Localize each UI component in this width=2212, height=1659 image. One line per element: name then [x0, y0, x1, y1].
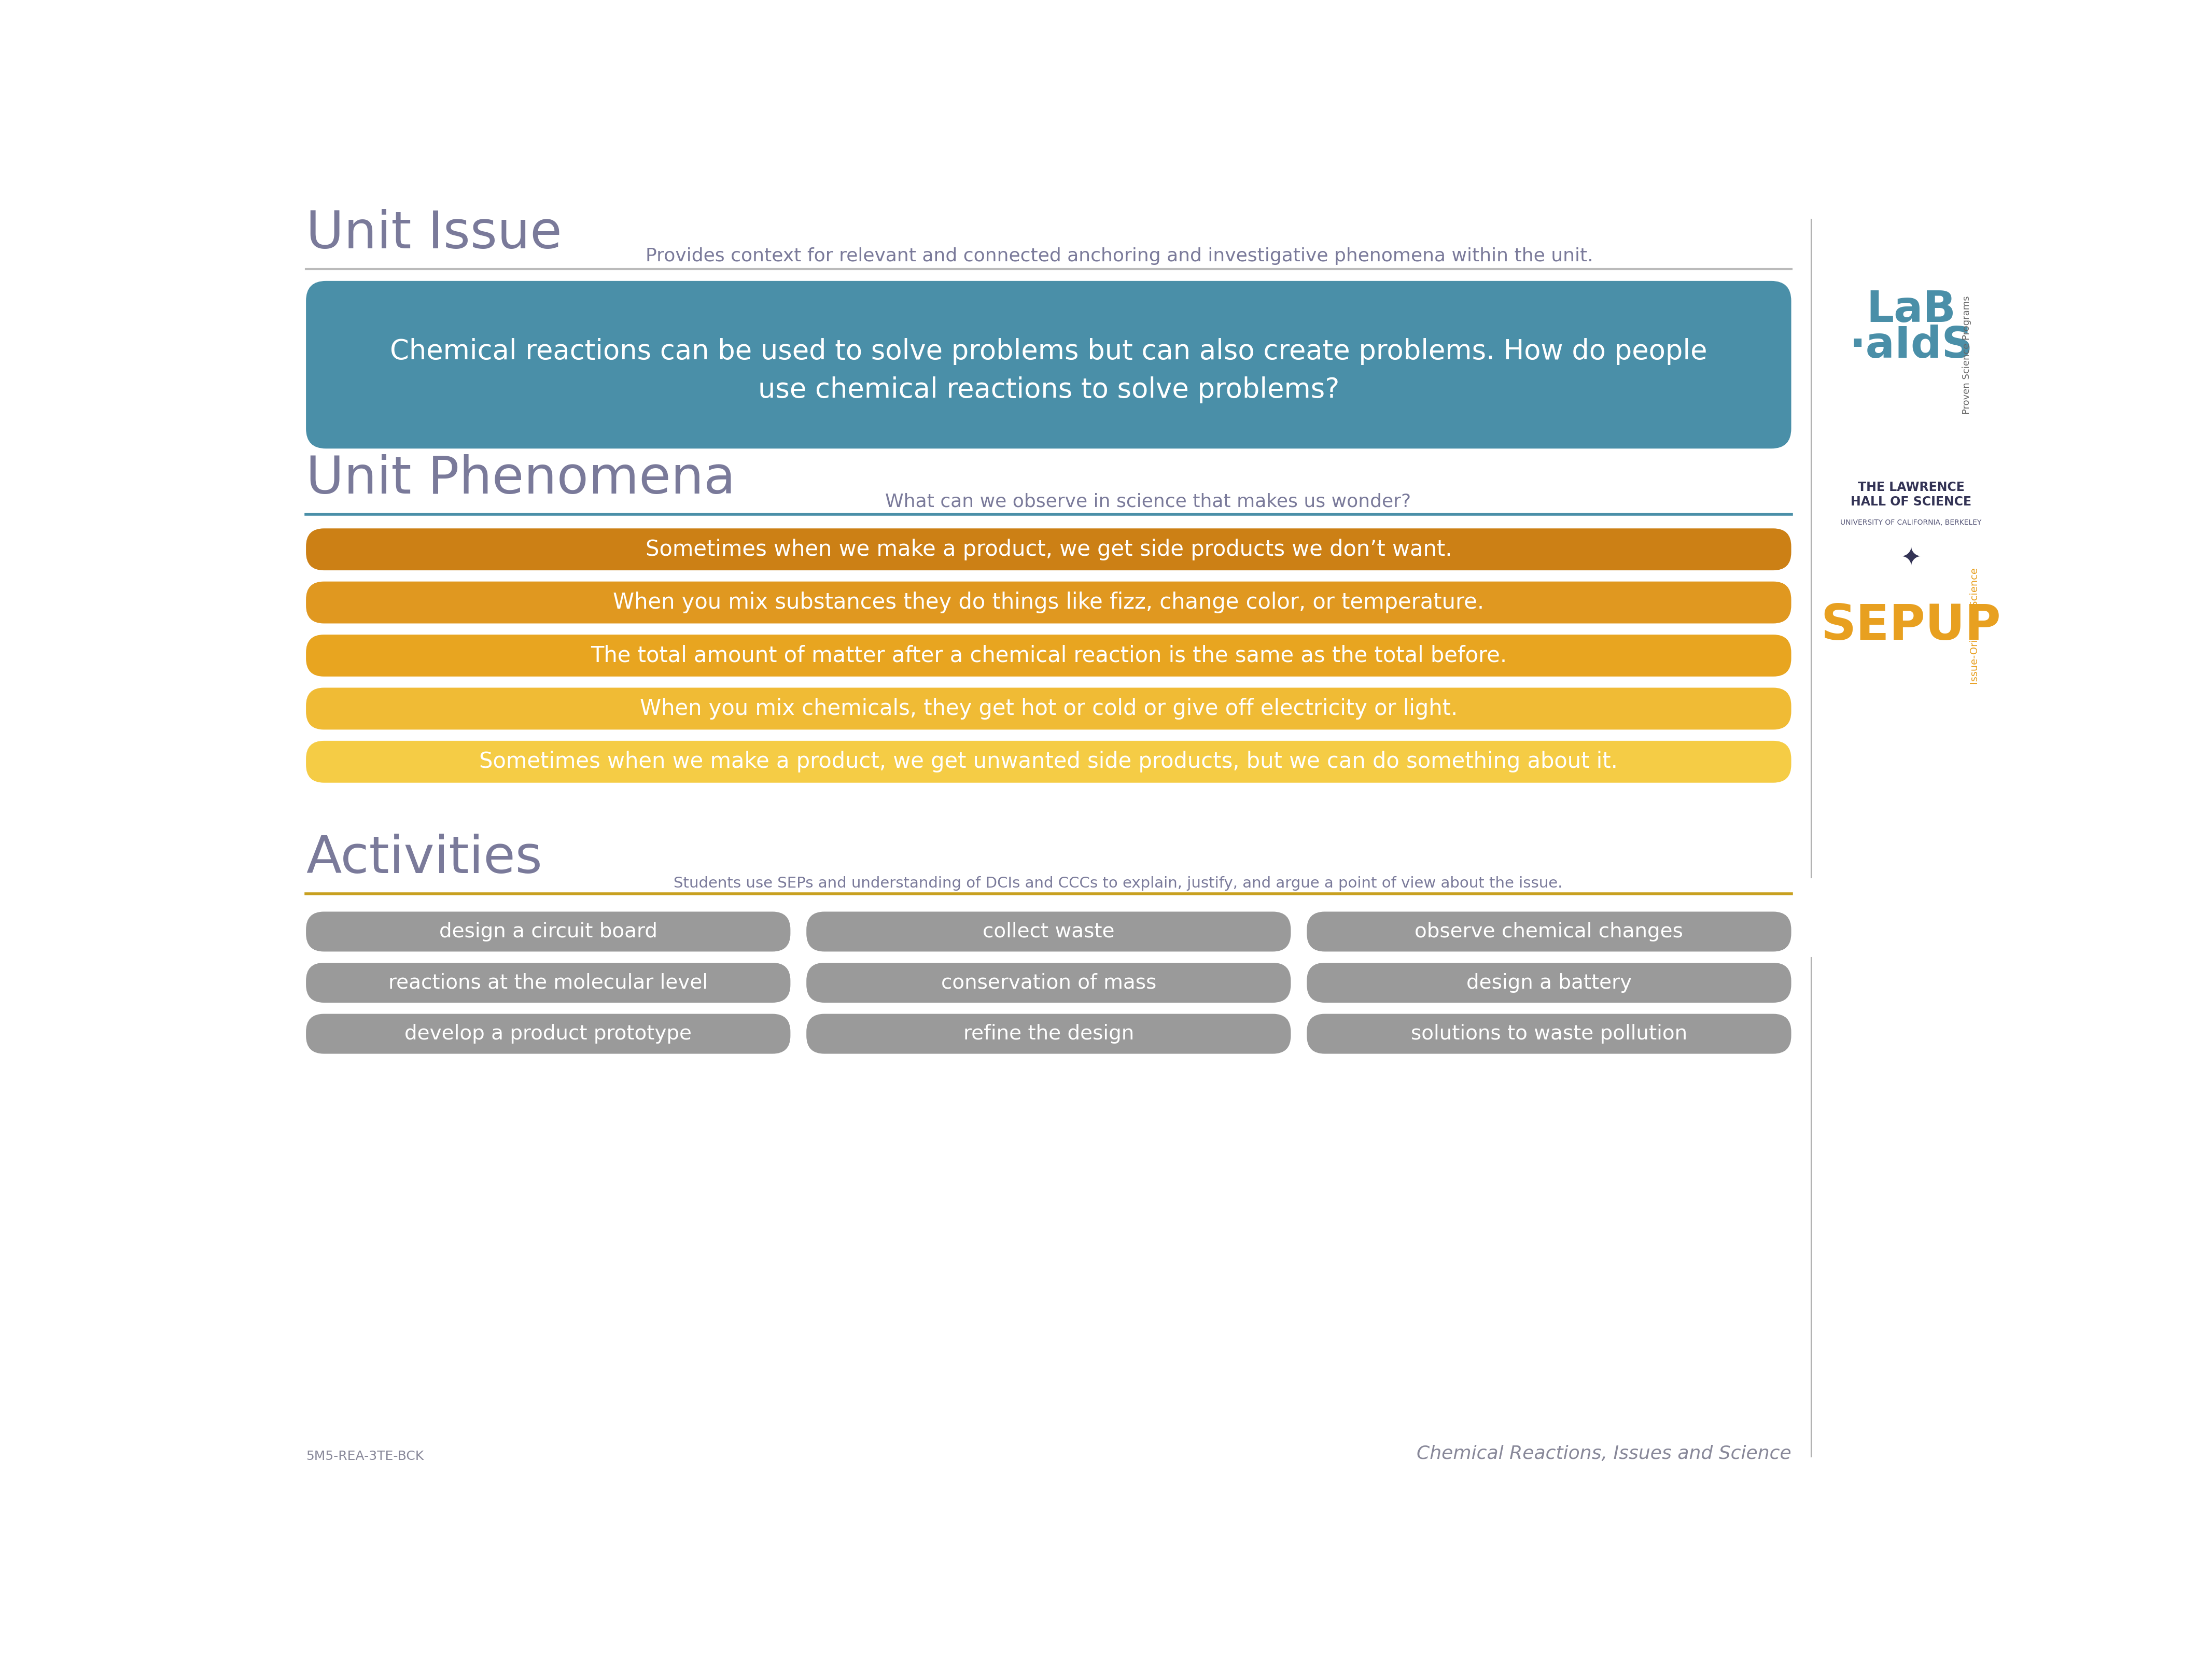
- Text: Proven Science Programs: Proven Science Programs: [1962, 295, 1971, 415]
- Text: Sometimes when we make a product, we get unwanted side products, but we can do s: Sometimes when we make a product, we get…: [480, 752, 1617, 773]
- FancyBboxPatch shape: [1307, 962, 1792, 1002]
- Text: What can we observe in science that makes us wonder?: What can we observe in science that make…: [885, 493, 1411, 511]
- Text: When you mix chemicals, they get hot or cold or give off electricity or light.: When you mix chemicals, they get hot or …: [639, 698, 1458, 720]
- Text: Chemical Reactions, Issues and Science: Chemical Reactions, Issues and Science: [1416, 1445, 1792, 1463]
- FancyBboxPatch shape: [305, 280, 1792, 448]
- FancyBboxPatch shape: [305, 1014, 790, 1053]
- Text: Chemical reactions can be used to solve problems but can also create problems. H: Chemical reactions can be used to solve …: [389, 338, 1708, 365]
- Text: solutions to waste pollution: solutions to waste pollution: [1411, 1024, 1688, 1044]
- Text: collect waste: collect waste: [982, 922, 1115, 941]
- Text: Students use SEPs and understanding of DCIs and CCCs to explain, justify, and ar: Students use SEPs and understanding of D…: [672, 876, 1562, 891]
- FancyBboxPatch shape: [807, 1014, 1292, 1053]
- Text: 5M5-REA-3TE-BCK: 5M5-REA-3TE-BCK: [305, 1450, 425, 1463]
- FancyBboxPatch shape: [1307, 912, 1792, 952]
- Text: reactions at the molecular level: reactions at the molecular level: [389, 972, 708, 992]
- FancyBboxPatch shape: [305, 962, 790, 1002]
- Text: ✦: ✦: [1900, 546, 1922, 571]
- Text: use chemical reactions to solve problems?: use chemical reactions to solve problems…: [759, 377, 1338, 403]
- Text: THE LAWRENCE
HALL OF SCIENCE: THE LAWRENCE HALL OF SCIENCE: [1851, 481, 1971, 508]
- Text: design a battery: design a battery: [1467, 972, 1632, 992]
- FancyBboxPatch shape: [305, 742, 1792, 783]
- Text: LaB: LaB: [1867, 289, 1955, 330]
- FancyBboxPatch shape: [807, 912, 1292, 952]
- FancyBboxPatch shape: [305, 529, 1792, 571]
- FancyBboxPatch shape: [1307, 1014, 1792, 1053]
- FancyBboxPatch shape: [305, 582, 1792, 624]
- Text: When you mix substances they do things like fizz, change color, or temperature.: When you mix substances they do things l…: [613, 592, 1484, 614]
- Text: The total amount of matter after a chemical reaction is the same as the total be: The total amount of matter after a chemi…: [591, 645, 1506, 667]
- FancyBboxPatch shape: [305, 635, 1792, 677]
- Text: Sometimes when we make a product, we get side products we don’t want.: Sometimes when we make a product, we get…: [646, 539, 1451, 561]
- Text: Unit Phenomena: Unit Phenomena: [305, 455, 737, 504]
- Text: develop a product prototype: develop a product prototype: [405, 1024, 692, 1044]
- Text: Activities: Activities: [305, 833, 542, 884]
- Text: SEPUP: SEPUP: [1820, 602, 2002, 650]
- Text: UNIVERSITY OF CALIFORNIA, BERKELEY: UNIVERSITY OF CALIFORNIA, BERKELEY: [1840, 519, 1982, 526]
- Text: observe chemical changes: observe chemical changes: [1416, 922, 1683, 941]
- Text: Provides context for relevant and connected anchoring and investigative phenomen: Provides context for relevant and connec…: [646, 247, 1593, 265]
- Text: Issue-Oriented Science: Issue-Oriented Science: [1971, 567, 1980, 685]
- Text: refine the design: refine the design: [962, 1024, 1135, 1044]
- Text: design a circuit board: design a circuit board: [438, 922, 657, 941]
- Text: conservation of mass: conservation of mass: [940, 972, 1157, 992]
- Text: Unit Issue: Unit Issue: [305, 209, 562, 259]
- FancyBboxPatch shape: [807, 962, 1292, 1002]
- Text: ·aIdS: ·aIdS: [1849, 325, 1973, 367]
- FancyBboxPatch shape: [305, 688, 1792, 730]
- FancyBboxPatch shape: [305, 912, 790, 952]
